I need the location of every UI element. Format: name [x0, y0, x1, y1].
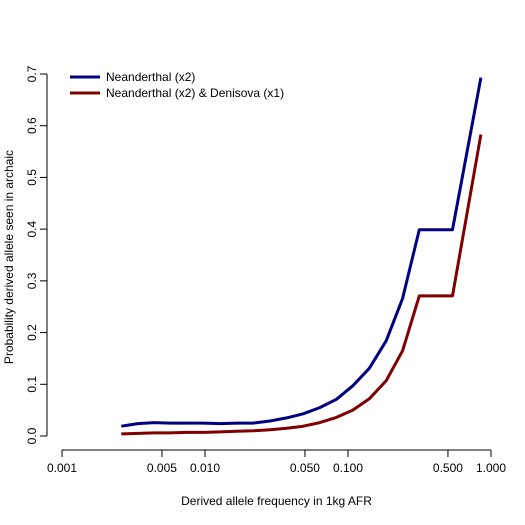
x-axis: 0.001 0.005 0.010 0.050 0.100 0.500 1.000 [47, 449, 506, 475]
x-tick-label: 0.500 [433, 461, 463, 475]
y-axis-title: Probability derived allele seen in archa… [2, 150, 16, 364]
y-tick-label: 0.0 [25, 427, 39, 444]
x-tick-label: 0.001 [47, 461, 77, 475]
legend-label-2: Neanderthal (x2) & Denisova (x1) [106, 86, 284, 100]
y-axis: 0.0 0.1 0.2 0.3 0.4 0.5 0.6 0.7 [25, 65, 48, 444]
x-tick-label: 0.010 [190, 461, 220, 475]
y-tick-label: 0.5 [25, 169, 39, 186]
x-tick-label: 0.005 [147, 461, 177, 475]
y-tick-label: 0.6 [25, 117, 39, 134]
legend: Neanderthal (x2) Neanderthal (x2) & Denis… [70, 70, 284, 100]
x-tick-label: 0.100 [333, 461, 363, 475]
y-tick-label: 0.1 [25, 376, 39, 393]
y-tick-label: 0.4 [25, 220, 39, 237]
series-layer [121, 77, 483, 436]
x-tick-label: 1.000 [476, 461, 506, 475]
y-tick-label: 0.2 [25, 324, 39, 341]
legend-label-1: Neanderthal (x2) [106, 70, 195, 84]
y-tick-label: 0.3 [25, 272, 39, 289]
x-tick-label: 0.050 [290, 461, 320, 475]
series-line-2 [121, 134, 483, 436]
series-line-1 [121, 77, 483, 428]
x-axis-title: Derived allele frequency in 1kg AFR [181, 494, 372, 508]
y-tick-label: 0.7 [25, 65, 39, 82]
